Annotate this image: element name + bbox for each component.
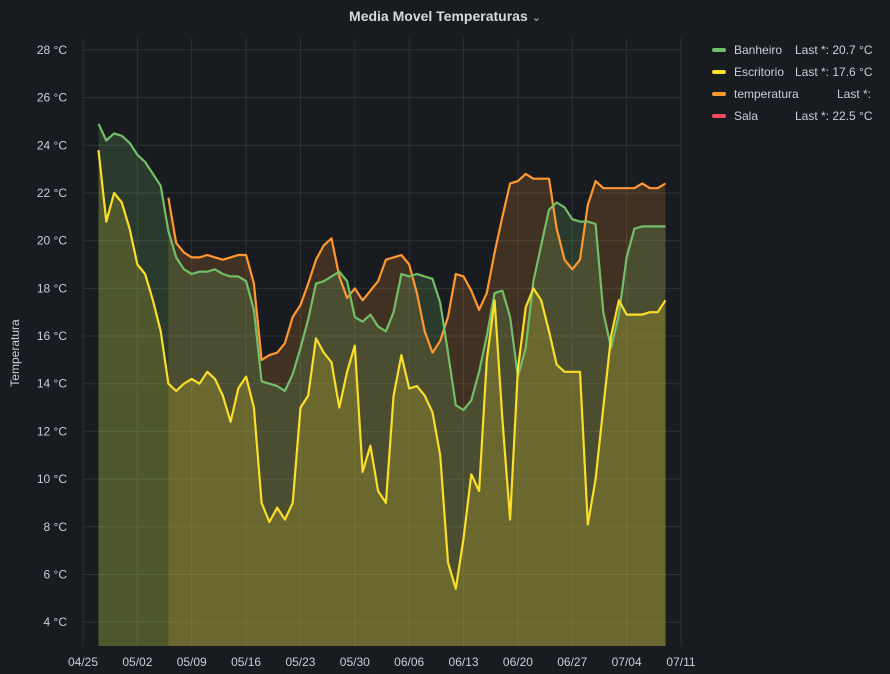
y-tick-label: 12 °C (37, 424, 67, 438)
x-tick-label: 06/27 (557, 655, 587, 669)
x-tick-label: 07/11 (666, 655, 695, 669)
y-tick-label: 4 °C (44, 615, 68, 629)
x-tick-label: 07/04 (612, 655, 642, 669)
y-tick-label: 8 °C (44, 520, 68, 534)
y-tick-label: 28 °C (37, 43, 67, 57)
legend-item-sala[interactable]: Sala Last *: 22.5 °C (712, 108, 882, 130)
x-tick-label: 05/23 (285, 655, 315, 669)
legend-swatch (712, 114, 726, 118)
legend-item-escritorio[interactable]: Escritorio Last *: 17.6 °C (712, 64, 882, 86)
x-tick-label: 05/30 (340, 655, 370, 669)
panel-title[interactable]: Media Movel Temperaturas ⌄ (0, 8, 890, 24)
x-tick-label: 05/09 (177, 655, 207, 669)
x-tick-label: 06/13 (449, 655, 479, 669)
x-tick-label: 06/20 (503, 655, 533, 669)
y-tick-label: 14 °C (37, 377, 67, 391)
legend-name: Sala (734, 109, 759, 123)
y-tick-label: 18 °C (37, 281, 67, 295)
legend-last-value: Last *: 17.6 °C (795, 65, 873, 79)
y-tick-label: 16 °C (37, 329, 67, 343)
y-tick-label: 10 °C (37, 472, 67, 486)
legend-last-value: Last *: 20.7 °C (795, 43, 873, 57)
legend-name: Banheiro (734, 43, 783, 57)
series-area-temperatura (168, 173, 666, 646)
x-tick-label: 05/02 (122, 655, 152, 669)
legend-swatch (712, 48, 726, 52)
series-area-banheiro (98, 123, 666, 647)
y-tick-label: 22 °C (37, 186, 67, 200)
legend-swatch (712, 70, 726, 74)
legend-item-banheiro[interactable]: Banheiro Last *: 20.7 °C (712, 42, 882, 64)
legend-name: Escritorio (734, 65, 785, 79)
axis-layer: 4 °C 6 °C 8 °C 10 °C 12 °C 14 °C 16 °C 18 °C 20 … (37, 43, 696, 669)
area-layer (98, 123, 666, 647)
line-layer (97, 123, 667, 590)
legend-item-temperatura[interactable]: temperatura Last *: (712, 86, 882, 108)
legend-name: temperatura (734, 87, 799, 101)
y-tick-label: 6 °C (44, 567, 68, 581)
legend-swatch (712, 92, 726, 96)
x-tick-label: 05/16 (231, 655, 261, 669)
x-tick-label: 04/25 (68, 655, 98, 669)
series-area-escritorio (98, 150, 666, 646)
legend-last-value: Last *: (837, 87, 872, 101)
series-line-escritorio (97, 149, 667, 590)
series-line-banheiro (97, 123, 666, 412)
x-tick-label: 06/06 (394, 655, 424, 669)
panel-title-text: Media Movel Temperaturas (349, 8, 528, 24)
chevron-down-icon[interactable]: ⌄ (531, 12, 541, 24)
legend-last-value: Last *: 22.5 °C (795, 109, 873, 123)
series-line-temperatura (167, 172, 667, 361)
legend: Banheiro Last *: 20.7 °C Escritorio Last… (712, 42, 882, 130)
y-tick-label: 24 °C (37, 138, 67, 152)
y-axis-label: Temperatura (8, 319, 22, 387)
y-tick-label: 20 °C (37, 234, 67, 248)
y-tick-label: 26 °C (37, 91, 67, 105)
